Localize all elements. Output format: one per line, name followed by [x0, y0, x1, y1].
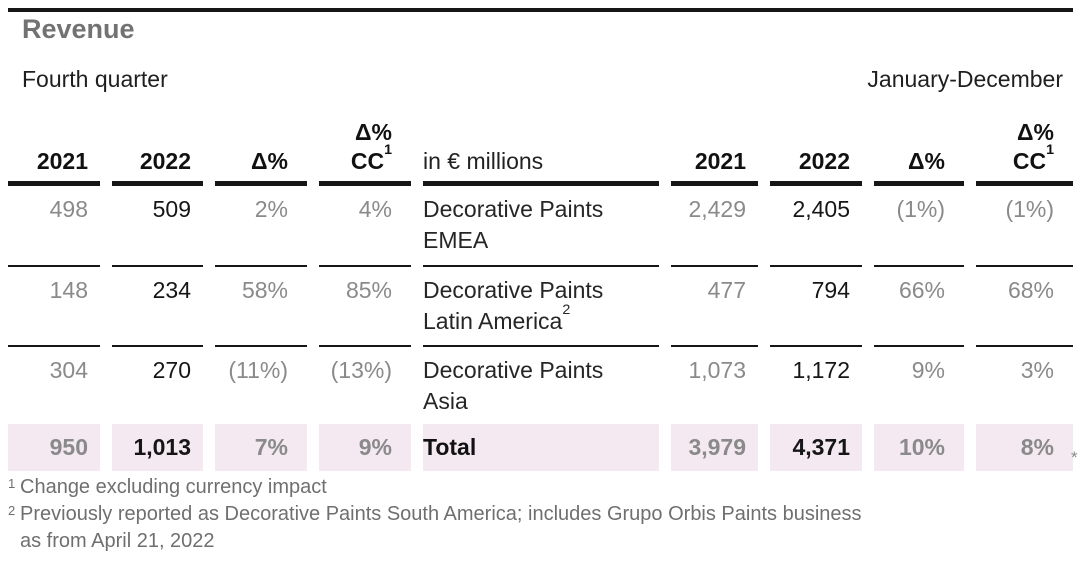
- total-fy-delta-cc: 8%: [976, 424, 1073, 471]
- cell-q4-delta: 58%: [215, 267, 307, 347]
- cell-fy-delta-cc: (1%): [976, 186, 1073, 267]
- cell-fy-2022: 1,172: [792, 357, 850, 383]
- cell-q4-2022: 270: [152, 357, 191, 383]
- table-row: 498 509 2% 4% Decorative Paints EMEA 2,4…: [8, 186, 1073, 267]
- cell-q4-delta: 2%: [215, 186, 307, 267]
- cell-q4-2022: 234: [112, 267, 203, 347]
- table-header-row: 2021 2022 Δ% Δ% CC1 in € millions 2021 2…: [8, 112, 1073, 186]
- header-fy-delta-cc: Δ% CC1: [976, 112, 1073, 186]
- period-right-label: January-December: [867, 66, 1063, 92]
- header-fy-2021: 2021: [671, 112, 758, 186]
- header-fy-delta: Δ%: [874, 112, 964, 186]
- total-q4-delta-cc: 9%: [319, 424, 411, 471]
- cell-q4-delta-cc: (13%): [330, 357, 392, 383]
- revenue-table: 2021 2022 Δ% Δ% CC1 in € millions 2021 2…: [8, 112, 1073, 471]
- total-fy-2021: 3,979: [671, 424, 758, 471]
- table-row: 304 270 (11%) (13%) Decorative Paints As…: [8, 347, 1073, 424]
- cell-fy-2022: 794: [770, 267, 862, 347]
- top-rule: [8, 8, 1073, 12]
- total-q4-2022: 1,013: [112, 424, 203, 471]
- cell-q4-2021: 304: [49, 357, 88, 383]
- cell-fy-2021: 2,429: [671, 186, 758, 267]
- footnote-1: 1 Change excluding currency impact: [8, 474, 1058, 501]
- cell-fy-2021: 477: [671, 267, 758, 347]
- header-q4-2021: 2021: [8, 112, 100, 186]
- cell-q4-delta-cc: 85%: [319, 267, 411, 347]
- cell-q4-2021: 498: [8, 186, 100, 267]
- cell-q4-2022: 509: [112, 186, 203, 267]
- header-q4-delta-cc: Δ% CC1: [319, 112, 411, 186]
- total-q4-delta: 7%: [215, 424, 307, 471]
- header-q4-delta: Δ%: [215, 112, 307, 186]
- header-q4-2022: 2022: [112, 112, 203, 186]
- cell-q4-2021: 148: [8, 267, 100, 347]
- total-q4-2021: 950: [8, 424, 100, 471]
- total-fy-delta: 10%: [874, 424, 964, 471]
- total-fy-2022: 4,371: [770, 424, 862, 471]
- total-label: Total: [423, 424, 659, 471]
- page-title: Revenue: [22, 14, 135, 44]
- cell-q4-delta: (11%): [228, 357, 288, 383]
- cell-q4-delta-cc: 4%: [319, 186, 411, 267]
- cell-fy-delta: (1%): [874, 186, 964, 267]
- cell-fy-delta-cc: 3%: [1020, 357, 1054, 383]
- row-label: Decorative Paints EMEA: [423, 186, 659, 267]
- cell-fy-2022: 2,405: [770, 186, 862, 267]
- period-left-label: Fourth quarter: [22, 66, 168, 92]
- footnote-marker: 2: [8, 503, 16, 518]
- table-row: 148 234 58% 85% Decorative Paints Latin …: [8, 267, 1073, 347]
- footnotes: 1 Change excluding currency impact 2 Pre…: [8, 474, 1058, 555]
- table-total-row: 950 1,013 7% 9% Total 3,979 4,371 10% 8%: [8, 424, 1073, 471]
- cell-fy-delta-cc: 68%: [976, 267, 1073, 347]
- footnote-marker: 1: [8, 476, 16, 491]
- asterisk-note-marker: *: [1071, 448, 1078, 467]
- row-label: Decorative Paints Latin America2: [423, 267, 659, 347]
- cell-fy-delta: 66%: [874, 267, 964, 347]
- row-label: Decorative Paints Asia: [423, 357, 604, 414]
- footnote-text: Previously reported as Decorative Paints…: [20, 503, 862, 552]
- footnote-text: Change excluding currency impact: [20, 476, 327, 498]
- header-unit-label: in € millions: [423, 112, 659, 186]
- cell-fy-2021: 1,073: [688, 357, 746, 383]
- cell-fy-delta: 9%: [911, 357, 945, 383]
- footnote-2: 2 Previously reported as Decorative Pain…: [8, 501, 1058, 555]
- period-labels: Fourth quarter January-December: [8, 66, 1073, 93]
- header-fy-2022: 2022: [770, 112, 862, 186]
